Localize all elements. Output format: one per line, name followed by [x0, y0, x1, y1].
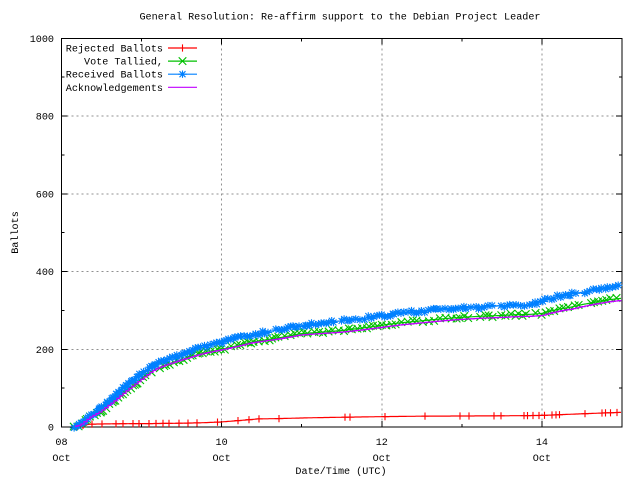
svg-text:Acknowledgements: Acknowledgements: [66, 83, 163, 95]
svg-text:Oct: Oct: [533, 454, 551, 465]
svg-text:600: 600: [36, 190, 54, 201]
svg-text:Oct: Oct: [212, 454, 230, 465]
svg-text:12: 12: [376, 438, 388, 449]
svg-text:Oct: Oct: [52, 454, 70, 465]
svg-text:800: 800: [36, 113, 54, 124]
svg-text:Date/Time (UTC): Date/Time (UTC): [295, 466, 386, 478]
svg-text:Ballots: Ballots: [10, 211, 22, 254]
svg-text:Oct: Oct: [373, 454, 391, 465]
svg-text:Rejected Ballots: Rejected Ballots: [66, 44, 163, 56]
svg-text:0: 0: [48, 424, 54, 435]
svg-text:400: 400: [36, 268, 54, 279]
svg-text:Vote Tallied,: Vote Tallied,: [84, 57, 163, 69]
svg-text:General Resolution: Re-affirm: General Resolution: Re-affirm support to…: [139, 12, 540, 24]
svg-text:200: 200: [36, 346, 54, 357]
svg-text:14: 14: [536, 438, 548, 449]
svg-text:1000: 1000: [30, 35, 54, 46]
svg-text:08: 08: [55, 438, 67, 449]
svg-text:10: 10: [216, 438, 228, 449]
svg-text:Received Ballots: Received Ballots: [66, 70, 163, 82]
